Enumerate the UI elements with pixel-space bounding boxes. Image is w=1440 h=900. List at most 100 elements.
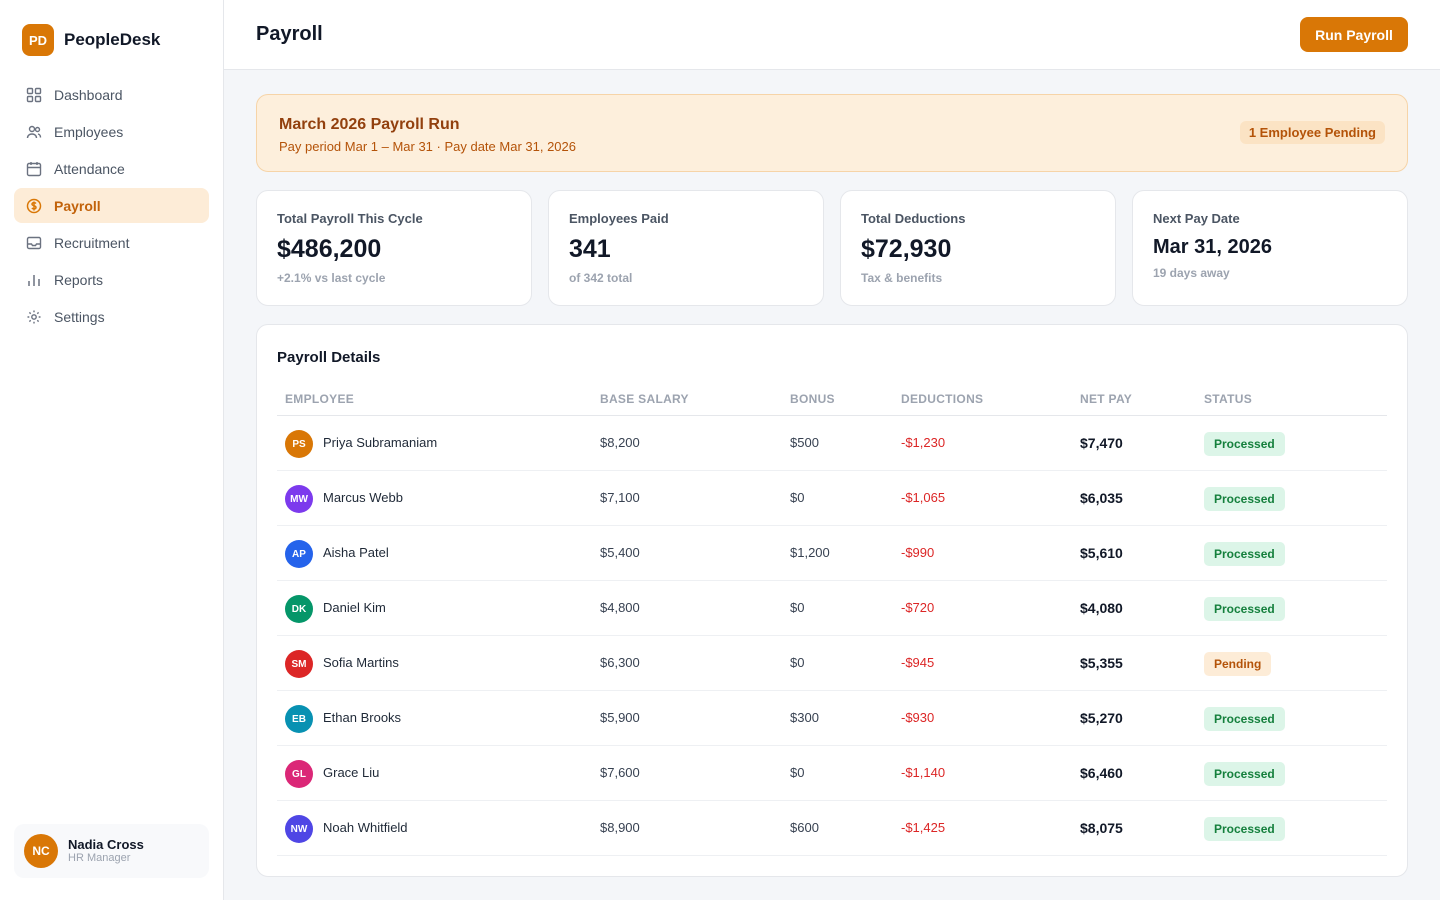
base-salary: $8,900 [600, 820, 640, 835]
net-pay: $6,460 [1080, 765, 1123, 781]
stat-value: 341 [569, 235, 611, 263]
run-payroll-button[interactable]: Run Payroll [1300, 17, 1408, 52]
table-row[interactable]: MW Marcus Webb $7,100 $0 -$1,065 $6,035 Proces… [277, 471, 1387, 526]
status-badge: Processed [1204, 487, 1285, 511]
banner-subtitle: Pay period Mar 1 – Mar 31 · Pay date Mar… [279, 139, 576, 154]
table-row[interactable]: AP Aisha Patel $5,400 $1,200 -$990 $5,610 Proc… [277, 526, 1387, 581]
status-badge: Processed [1204, 597, 1285, 621]
column-header-net-pay[interactable]: NET PAY [1080, 392, 1133, 406]
bar-chart-icon [26, 272, 42, 288]
sidebar-item-label: Payroll [54, 197, 101, 214]
employee-name[interactable]: Daniel Kim [323, 600, 386, 615]
deductions: -$1,425 [901, 820, 946, 835]
sidebar-item-label: Employees [54, 123, 124, 140]
employee-name[interactable]: Sofia Martins [323, 655, 399, 670]
employee-name[interactable]: Noah Whitfield [323, 820, 408, 835]
avatar: NC [24, 834, 58, 868]
sidebar-item-attendance[interactable]: Attendance [14, 151, 209, 186]
bonus: $300 [790, 710, 819, 725]
stat-label: Total Payroll This Cycle [277, 211, 423, 226]
column-header-employee[interactable]: EMPLOYEE [285, 392, 355, 406]
users-icon [26, 124, 42, 140]
stat-card-total-deductions: Total Deductions $72,930 Tax & benefits [840, 190, 1116, 306]
column-header-base-salary[interactable]: BASE SALARY [600, 392, 689, 406]
table-header: EMPLOYEE BASE SALARY BONUS DEDUCTIONS NE… [277, 381, 1387, 416]
stat-label: Employees Paid [569, 211, 669, 226]
net-pay: $4,080 [1080, 600, 1123, 616]
sidebar-item-label: Reports [54, 271, 104, 288]
table-row[interactable]: EB Ethan Brooks $5,900 $300 -$930 $5,270 Proce… [277, 691, 1387, 746]
sidebar-item-label: Settings [54, 308, 105, 325]
sidebar-item-dashboard[interactable]: Dashboard [14, 77, 209, 112]
deductions: -$930 [901, 710, 935, 725]
net-pay: $5,270 [1080, 710, 1123, 726]
status-badge: Processed [1204, 432, 1285, 456]
brand-logo: PD [22, 24, 54, 56]
table-row[interactable]: GL Grace Liu $7,600 $0 -$1,140 $6,460 Processe… [277, 746, 1387, 801]
bonus: $1,200 [790, 545, 830, 560]
table-row[interactable]: PS Priya Subramaniam $8,200 $500 -$1,230 $7,4… [277, 416, 1387, 471]
employee-name[interactable]: Marcus Webb [323, 490, 403, 505]
employee-name[interactable]: Priya Subramaniam [323, 435, 438, 450]
bonus: $500 [790, 435, 819, 450]
base-salary: $5,900 [600, 710, 640, 725]
avatar: AP [285, 540, 313, 568]
brand[interactable]: PD PeopleDesk [22, 24, 160, 56]
deductions: -$1,230 [901, 435, 946, 450]
table-row[interactable]: NW Noah Whitfield $8,900 $600 -$1,425 $8,075 P… [277, 801, 1387, 856]
status-badge: Processed [1204, 762, 1285, 786]
user-info: Nadia Cross HR Manager [68, 837, 144, 865]
table-row[interactable]: DK Daniel Kim $4,800 $0 -$720 $4,080 Processed [277, 581, 1387, 636]
status-badge: Processed [1204, 542, 1285, 566]
gear-icon [26, 309, 42, 325]
stat-label: Total Deductions [861, 211, 966, 226]
dollar-circle-icon [26, 198, 42, 214]
column-header-status[interactable]: STATUS [1204, 392, 1253, 406]
column-header-bonus[interactable]: BONUS [790, 392, 835, 406]
grid-icon [26, 87, 42, 103]
column-header-deductions[interactable]: DEDUCTIONS [901, 392, 984, 406]
topbar: Payroll Run Payroll [224, 0, 1440, 70]
sidebar-item-label: Recruitment [54, 234, 130, 251]
stat-sub: 19 days away [1153, 266, 1230, 280]
sidebar: PD PeopleDesk Dashboard Employees Attend… [0, 0, 224, 900]
stat-card-total-payroll: Total Payroll This Cycle $486,200 +2.1% … [256, 190, 532, 306]
calendar-icon [26, 161, 42, 177]
stat-value: $486,200 [277, 235, 382, 263]
sidebar-item-settings[interactable]: Settings [14, 299, 209, 334]
avatar: PS [285, 430, 313, 458]
avatar: GL [285, 760, 313, 788]
user-name: Nadia Cross [68, 837, 144, 852]
avatar: EB [285, 705, 313, 733]
table-row[interactable]: SM Sofia Martins $6,300 $0 -$945 $5,355 Pendin… [277, 636, 1387, 691]
bonus: $0 [790, 490, 805, 505]
pending-badge[interactable]: 1 Employee Pending [1239, 121, 1385, 144]
bonus: $600 [790, 820, 819, 835]
deductions: -$1,065 [901, 490, 946, 505]
deductions: -$990 [901, 545, 935, 560]
inbox-icon [26, 235, 42, 251]
payroll-run-banner: March 2026 Payroll Run Pay period Mar 1 … [256, 94, 1408, 172]
user-role: HR Manager [68, 852, 131, 864]
avatar: NW [285, 815, 313, 843]
base-salary: $5,400 [600, 545, 640, 560]
base-salary: $7,100 [600, 490, 640, 505]
employee-name[interactable]: Grace Liu [323, 765, 380, 780]
avatar: SM [285, 650, 313, 678]
user-profile-card[interactable]: NC Nadia Cross HR Manager [14, 824, 209, 878]
base-salary: $4,800 [600, 600, 640, 615]
bonus: $0 [790, 765, 805, 780]
stat-value: Mar 31, 2026 [1153, 236, 1272, 258]
sidebar-item-recruitment[interactable]: Recruitment [14, 225, 209, 260]
stat-card-employees-paid: Employees Paid 341 of 342 total [548, 190, 824, 306]
sidebar-item-label: Attendance [54, 160, 125, 177]
sidebar-item-reports[interactable]: Reports [14, 262, 209, 297]
avatar: DK [285, 595, 313, 623]
sidebar-item-payroll[interactable]: Payroll [14, 188, 209, 223]
employee-name[interactable]: Ethan Brooks [323, 710, 402, 725]
sidebar-item-employees[interactable]: Employees [14, 114, 209, 149]
employee-name[interactable]: Aisha Patel [323, 545, 389, 560]
page-title: Payroll [256, 23, 323, 45]
payroll-details-card: Payroll Details EMPLOYEE BASE SALARY BON… [256, 324, 1408, 877]
bonus: $0 [790, 655, 805, 670]
